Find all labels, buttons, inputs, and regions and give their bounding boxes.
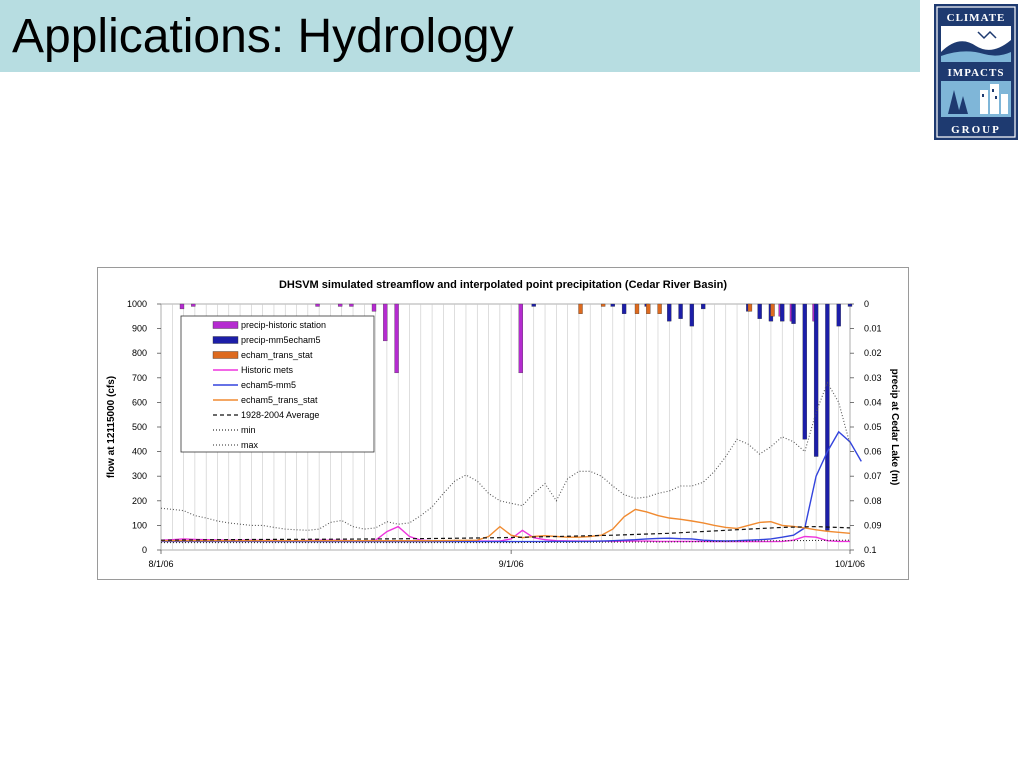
precip-bar: [179, 303, 185, 310]
precip-bar: [518, 303, 523, 374]
x-tick-label: 9/1/06: [499, 559, 524, 569]
y-tick-label: 700: [132, 373, 147, 383]
legend-swatch: [212, 351, 239, 359]
precip-bar: [678, 303, 683, 319]
chart-frame: DHSVM simulated streamflow and interpola…: [97, 267, 909, 580]
precip-bar: [371, 303, 377, 312]
precip-bar: [802, 303, 807, 440]
legend-label: echam5-mm5: [241, 380, 296, 390]
slide-title: Applications: Hydrology: [12, 10, 514, 63]
y-tick-label: 100: [132, 520, 147, 530]
logo-text-impacts: IMPACTS: [948, 67, 1005, 79]
y-tick-label: 800: [132, 348, 147, 358]
precip-bar: [315, 303, 320, 307]
legend-label: Historic mets: [241, 365, 294, 375]
y2-tick-label: 0.06: [864, 447, 882, 457]
series-line: [160, 525, 851, 541]
precip-bar: [836, 303, 841, 327]
y2-tick-label: 0: [864, 299, 869, 309]
legend-label: 1928-2004 Average: [241, 410, 319, 420]
precip-bar: [337, 303, 343, 307]
precip-bar: [531, 303, 536, 307]
precip-bar: [667, 303, 672, 322]
series-line: [161, 430, 862, 543]
precip-bar: [825, 303, 830, 531]
precip-bar: [657, 303, 662, 314]
precip-bar: [610, 303, 615, 307]
y-tick-label: 400: [132, 447, 147, 457]
precip-bar: [757, 303, 762, 319]
precip-bar: [578, 303, 583, 314]
chart-title: DHSVM simulated streamflow and interpola…: [279, 279, 727, 291]
precip-bar: [191, 303, 196, 307]
precip-bar: [791, 303, 796, 324]
y-tick-label: 200: [132, 496, 147, 506]
y-tick-label: 0: [142, 545, 147, 555]
legend-swatch: [212, 336, 239, 344]
y2-tick-label: 0.05: [864, 422, 882, 432]
y2-tick-label: 0.08: [864, 496, 882, 506]
legend-label: echam5_trans_stat: [241, 395, 318, 405]
y2-tick-label: 0.04: [864, 397, 882, 407]
series-line: [161, 539, 851, 544]
precip-bar: [770, 303, 775, 317]
precip-bar: [383, 303, 388, 342]
y-tick-label: 600: [132, 397, 147, 407]
y-tick-label: 500: [132, 422, 147, 432]
series-line: [160, 381, 851, 531]
precip-bar: [634, 303, 640, 314]
precip-bar: [747, 303, 753, 312]
logo-text-climate: CLIMATE: [947, 12, 1006, 24]
precip-bar: [847, 303, 853, 307]
y2-tick-label: 0.03: [864, 373, 882, 383]
y2-tick-label: 0.07: [864, 471, 882, 481]
y-tick-label: 900: [132, 324, 147, 334]
precip-bar: [813, 303, 819, 457]
precip-bar: [621, 303, 627, 314]
precip-bar: [689, 303, 695, 327]
hydrology-chart: DHSVM simulated streamflow and interpola…: [106, 279, 900, 569]
y2-tick-label: 0.1: [864, 545, 877, 555]
y-tick-label: 1000: [127, 299, 147, 309]
y2-tick-label: 0.01: [864, 324, 882, 334]
climate-impacts-group-logo: CLIMATE IMPACTS GROUP: [934, 4, 1018, 140]
x-tick-label: 8/1/06: [148, 559, 173, 569]
legend-label: precip-historic station: [241, 320, 326, 330]
y2-tick-label: 0.09: [864, 520, 882, 530]
legend-label: min: [241, 425, 256, 435]
x-tick-label: 10/1/06: [835, 559, 865, 569]
legend-label: echam_trans_stat: [241, 350, 313, 360]
precip-bar: [349, 303, 354, 307]
precip-bar: [394, 303, 399, 374]
precip-bar: [780, 303, 785, 322]
title-band: [0, 0, 920, 72]
y-tick-label: 300: [132, 471, 147, 481]
legend-label: max: [241, 440, 259, 450]
y2-axis-title: precip at Cedar Lake (m): [889, 369, 900, 486]
y-axis-title: flow at 12115000 (cfs): [106, 376, 117, 478]
series-line: [161, 508, 851, 542]
legend-label: precip-mm5echam5: [241, 335, 321, 345]
logo-text-group: GROUP: [951, 124, 1001, 136]
precip-bar: [600, 303, 606, 307]
precip-bar: [701, 303, 706, 310]
precip-bar: [646, 303, 651, 314]
y2-tick-label: 0.02: [864, 348, 882, 358]
legend-swatch: [212, 321, 239, 329]
